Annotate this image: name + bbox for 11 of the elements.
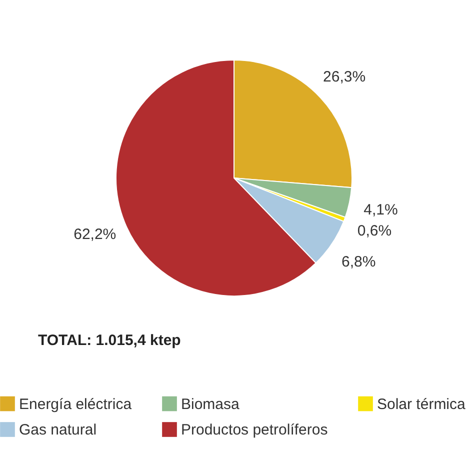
legend-label: Energía eléctrica: [19, 396, 132, 413]
legend-label: Productos petrolíferos: [181, 422, 328, 438]
legend-label: Gas natural: [19, 422, 97, 438]
data-label: 6,8%: [341, 254, 376, 271]
legend-label: Solar térmica: [377, 396, 466, 413]
legend-label: Biomasa: [181, 396, 240, 413]
text: TOTAL: 1.015,4 ktep: [38, 332, 181, 349]
data-label: 62,2%: [74, 226, 116, 244]
data-label: 26,3%: [323, 68, 366, 86]
data-label: 4,1%: [364, 201, 398, 218]
data-label: 0,6%: [357, 222, 392, 240]
